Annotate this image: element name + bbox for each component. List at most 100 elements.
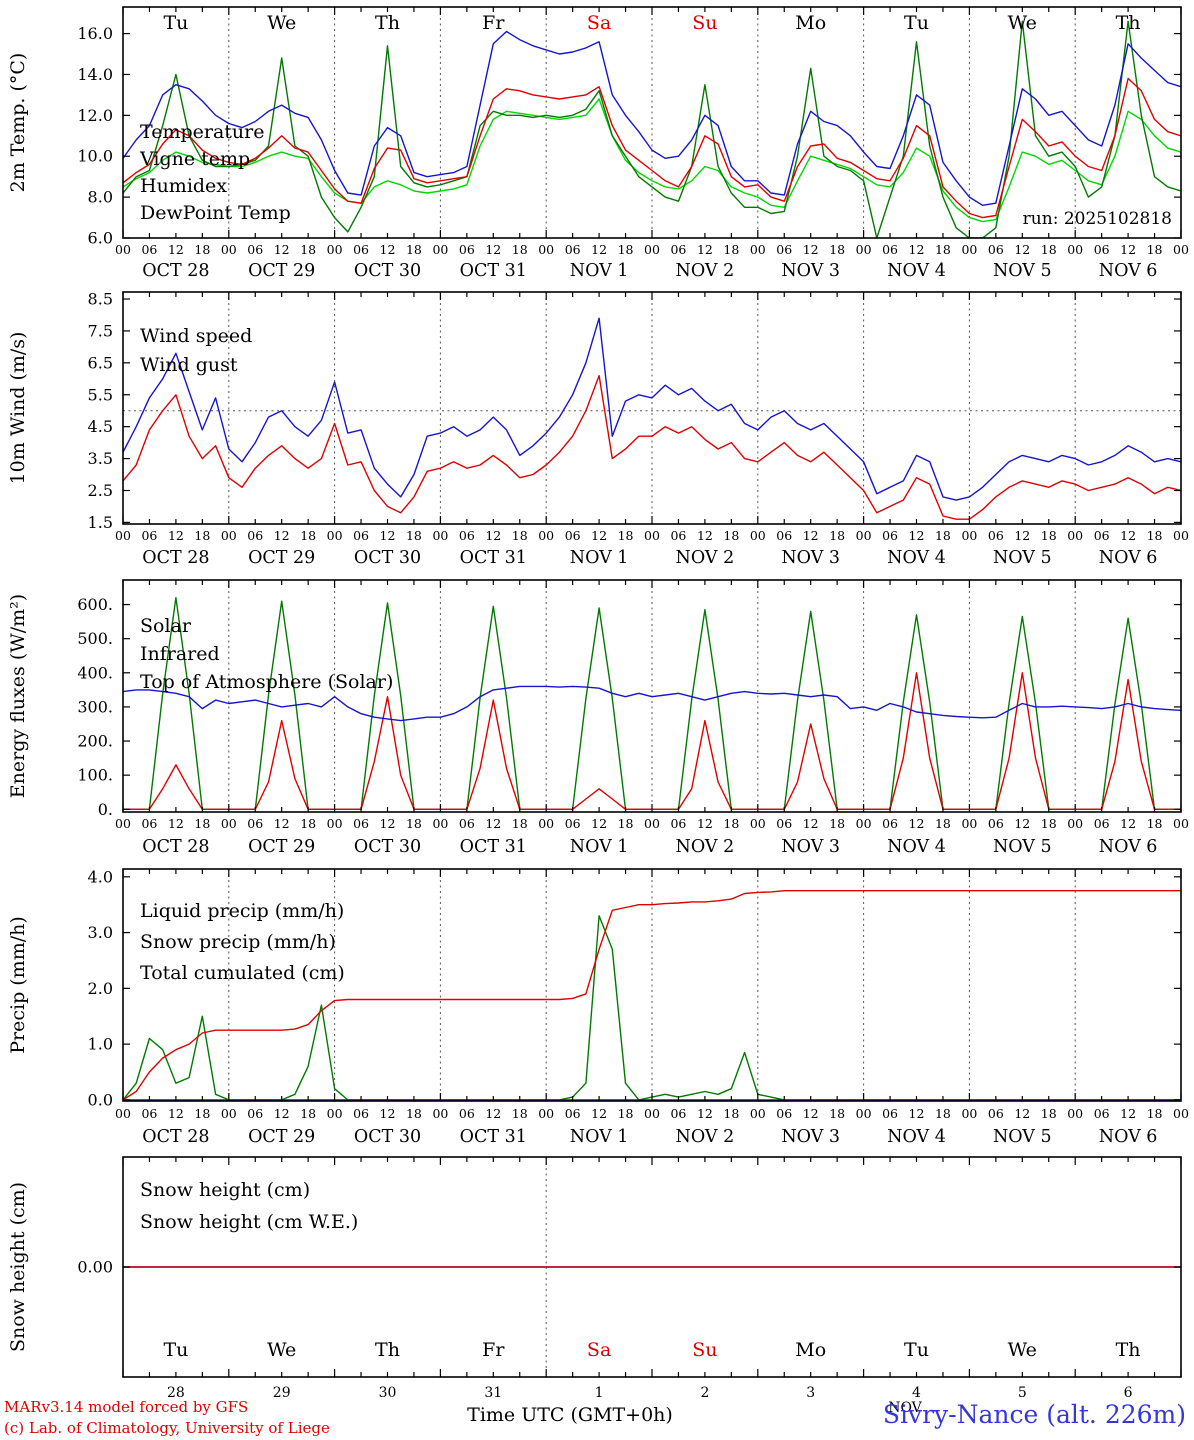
- hour-tick-label: 06: [1094, 1106, 1110, 1121]
- hour-tick-label: 12: [1120, 816, 1136, 831]
- day-name-label: Th: [375, 12, 400, 34]
- hour-tick-label: 12: [485, 242, 501, 257]
- hour-tick-label: 18: [723, 816, 739, 831]
- y-tick-label: 500.: [77, 629, 113, 648]
- hour-tick-label: 06: [247, 528, 263, 543]
- date-label: OCT 28: [142, 261, 209, 281]
- hour-tick-label: 12: [909, 1106, 925, 1121]
- hour-tick-label: 12: [1014, 1106, 1030, 1121]
- hour-tick-label: 06: [670, 242, 686, 257]
- hour-tick-label: 00: [750, 1106, 766, 1121]
- day-name-label: Th: [1116, 12, 1141, 34]
- hour-tick-label: 00: [221, 1106, 237, 1121]
- hour-tick-label: 06: [459, 1106, 475, 1121]
- hour-tick-label: 18: [512, 816, 528, 831]
- hour-tick-label: 06: [247, 1106, 263, 1121]
- hour-tick-label: 06: [882, 816, 898, 831]
- date-label: NOV 4: [887, 1127, 946, 1147]
- y-tick-label: 1.5: [88, 513, 113, 532]
- hour-tick-label: 12: [274, 528, 290, 543]
- hour-tick-label: 18: [194, 528, 210, 543]
- hour-tick-label: 06: [988, 242, 1004, 257]
- date-label: OCT 30: [354, 548, 421, 568]
- date-label: NOV 6: [1099, 837, 1158, 857]
- hour-tick-label: 06: [670, 1106, 686, 1121]
- y-tick-label: 400.: [77, 663, 113, 682]
- hour-tick-label: 12: [168, 1106, 184, 1121]
- legend-precip-1: Snow precip (mm/h): [140, 931, 336, 953]
- hour-tick-label: 12: [1014, 816, 1030, 831]
- hour-tick-label: 18: [723, 1106, 739, 1121]
- panel-2m-temperature: 6.0 8.0 10.0 12.0 14.0 16.0 00 06 12 18 00 06 12 18 00…: [7, 6, 1189, 281]
- date-label: OCT 29: [248, 548, 315, 568]
- hour-tick-label: 06: [776, 528, 792, 543]
- hour-tick-label: 00: [327, 816, 343, 831]
- y-tick-label: 200.: [77, 732, 113, 751]
- hour-tick-label: 12: [803, 242, 819, 257]
- month-label: NOV: [888, 1400, 922, 1416]
- y-tick-label: 3.0: [88, 923, 113, 942]
- hour-tick-label: 18: [300, 816, 316, 831]
- hour-tick-label: 12: [909, 816, 925, 831]
- hour-tick-label: 00: [538, 816, 554, 831]
- panel-snow-height: 0.00 Tu We Th Fr Sa Su Mo Tu We Th 28 29 30 31 1 2 3 4 5 6 NO…: [7, 1156, 1182, 1416]
- y-tick-label: 0.00: [77, 1258, 113, 1277]
- legend-temperature-2: Humidex: [140, 175, 227, 197]
- y-tick-label: 5.5: [88, 385, 113, 404]
- day-name-label: We: [267, 1339, 296, 1361]
- hour-tick-label: 00: [115, 1106, 131, 1121]
- hour-tick-label: 18: [300, 1106, 316, 1121]
- y-tick-label: 3.5: [88, 449, 113, 468]
- date-label: NOV 3: [781, 261, 840, 281]
- hour-tick-label: 12: [1014, 528, 1030, 543]
- hour-tick-label: 06: [141, 816, 157, 831]
- series-total-cumulated: [123, 890, 1181, 1101]
- date-number-label: 4: [912, 1385, 921, 1401]
- hour-tick-label: 18: [935, 242, 951, 257]
- date-label: NOV 1: [570, 261, 629, 281]
- hour-tick-label: 12: [485, 816, 501, 831]
- hour-tick-label: 00: [644, 816, 660, 831]
- y-tick-label: 12.0: [77, 106, 113, 125]
- hour-tick-label: 06: [882, 528, 898, 543]
- hour-tick-label: 00: [1067, 816, 1083, 831]
- day-name-label: Su: [692, 12, 717, 34]
- hour-tick-label: 06: [1094, 816, 1110, 831]
- series-wind-gust: [123, 317, 1181, 501]
- date-label: NOV 6: [1099, 548, 1158, 568]
- hour-tick-label: 00: [538, 1106, 554, 1121]
- date-label: OCT 28: [142, 837, 209, 857]
- legend-energy-0: Solar: [140, 615, 192, 637]
- y-axis-title: 2m Temp. (°C): [7, 53, 29, 193]
- date-label: NOV 3: [781, 548, 840, 568]
- hour-tick-label: 00: [327, 1106, 343, 1121]
- hour-tick-label: 18: [1041, 528, 1057, 543]
- hour-tick-label: 00: [221, 528, 237, 543]
- hour-tick-label: 00: [221, 242, 237, 257]
- hour-tick-label: 12: [380, 816, 396, 831]
- day-name-label: Su: [692, 1339, 717, 1361]
- hour-tick-label: 00: [327, 528, 343, 543]
- hour-tick-label: 00: [1173, 242, 1189, 257]
- panel-energy-fluxes: 0. 100. 200. 300. 400. 500. 600. 00 06 12 18 00 06 12…: [7, 579, 1189, 857]
- hour-tick-label: 18: [512, 1106, 528, 1121]
- hour-tick-label: 12: [485, 528, 501, 543]
- hour-tick-label: 00: [856, 1106, 872, 1121]
- hour-tick-label: 12: [591, 1106, 607, 1121]
- date-label: OCT 29: [248, 261, 315, 281]
- hour-tick-label: 18: [194, 242, 210, 257]
- hour-tick-label: 18: [1147, 242, 1163, 257]
- hour-tick-label: 12: [274, 816, 290, 831]
- hour-tick-label: 18: [618, 242, 634, 257]
- date-number-label: 31: [484, 1385, 502, 1401]
- y-axis-title: 10m Wind (m/s): [7, 332, 29, 485]
- series-temperature: [123, 77, 1181, 219]
- y-tick-label: 0.: [98, 800, 113, 819]
- legend-wind-0: Wind speed: [140, 325, 252, 347]
- hour-tick-label: 00: [856, 816, 872, 831]
- hour-tick-label: 18: [935, 816, 951, 831]
- y-tick-label: 4.0: [88, 867, 113, 886]
- hour-tick-label: 06: [353, 1106, 369, 1121]
- hour-tick-label: 18: [406, 528, 422, 543]
- hour-tick-label: 00: [644, 1106, 660, 1121]
